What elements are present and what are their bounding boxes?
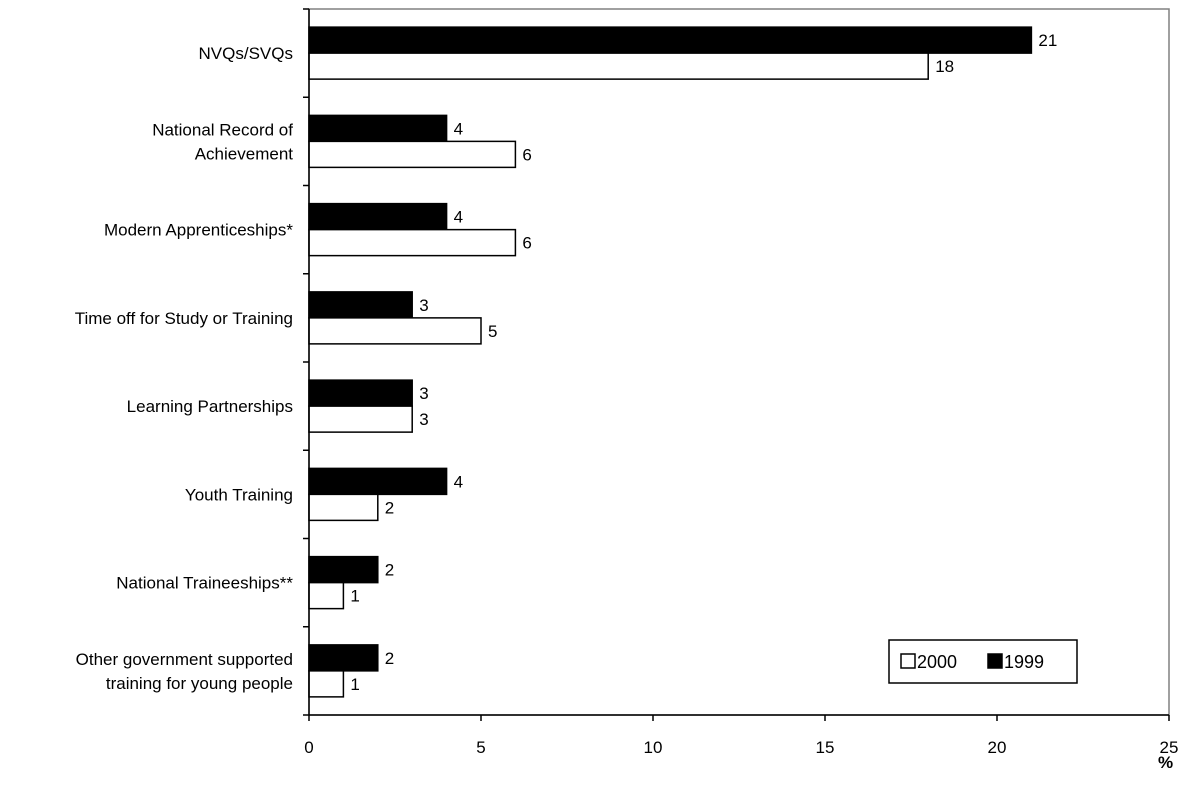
- legend-swatch-1999: [987, 653, 1003, 669]
- value-label-2000-1: 6: [522, 145, 531, 164]
- legend: 2000 1999: [888, 639, 1078, 684]
- value-label-2000-6: 1: [350, 587, 359, 606]
- bar-1999-0: [308, 26, 1033, 54]
- value-label-2000-2: 6: [522, 234, 531, 253]
- value-label-1999-4: 3: [419, 384, 428, 403]
- x-tick-label-15: 15: [816, 738, 835, 757]
- value-label-2000-3: 5: [488, 322, 497, 341]
- x-axis-unit-label: %: [1158, 753, 1173, 772]
- bar-1999-2: [308, 202, 448, 231]
- bar-1999-1: [308, 114, 448, 143]
- value-label-2000-5: 2: [385, 498, 394, 517]
- value-label-1999-0: 21: [1038, 31, 1057, 50]
- category-label-5: Youth Training: [185, 485, 293, 504]
- x-tick-label-25: 25: [1160, 738, 1179, 757]
- value-label-2000-7: 1: [350, 675, 359, 694]
- value-label-1999-3: 3: [419, 296, 428, 315]
- category-label-1-line-1: Achievement: [195, 144, 294, 163]
- value-label-1999-7: 2: [385, 649, 394, 668]
- axes-group: [303, 8, 1170, 721]
- legend-swatch-2000: [900, 653, 916, 669]
- category-label-4: Learning Partnerships: [127, 397, 293, 416]
- category-label-7-line-1: training for young people: [106, 674, 293, 693]
- category-label-7-line-0: Other government supported: [76, 650, 293, 669]
- bar-2000-5: [308, 493, 379, 522]
- value-label-1999-5: 4: [454, 472, 463, 491]
- value-label-2000-4: 3: [419, 410, 428, 429]
- x-tick-label-20: 20: [988, 738, 1007, 757]
- value-label-1999-6: 2: [385, 561, 394, 580]
- bar-2000-1: [308, 140, 517, 169]
- value-label-1999-1: 4: [454, 119, 463, 138]
- bar-2000-3: [308, 317, 482, 345]
- category-labels-group: NVQs/SVQs National Record of Achievement Mo…: [75, 44, 294, 693]
- category-label-0: NVQs/SVQs: [199, 44, 293, 63]
- bar-2000-2: [308, 228, 517, 257]
- bar-1999-7: [308, 644, 379, 672]
- value-label-2000-0: 18: [935, 57, 954, 76]
- bar-1999-4: [308, 379, 413, 407]
- category-label-6: National Traineeships**: [116, 574, 293, 593]
- bar-1999-5: [308, 467, 448, 496]
- bar-2000-4: [308, 405, 413, 433]
- bar-1999-6: [308, 555, 379, 584]
- x-tick-label-5: 5: [476, 738, 485, 757]
- x-tick-labels-group: 0 5 10 15 20 25: [304, 738, 1178, 757]
- bar-2000-0: [308, 52, 929, 80]
- legend-box: [888, 639, 1078, 684]
- legend-label-2000: 2000: [917, 652, 957, 672]
- category-label-1-line-0: National Record of: [152, 120, 293, 139]
- x-tick-label-10: 10: [644, 738, 663, 757]
- x-tick-label-0: 0: [304, 738, 313, 757]
- bars-group: [308, 26, 1033, 698]
- value-label-1999-2: 4: [454, 208, 463, 227]
- bar-2000-7: [308, 670, 345, 698]
- legend-label-1999: 1999: [1004, 652, 1044, 672]
- bar-1999-3: [308, 291, 413, 319]
- bar-2000-6: [308, 581, 345, 610]
- category-label-3: Time off for Study or Training: [75, 309, 293, 328]
- category-label-2: Modern Apprenticeships*: [104, 221, 293, 240]
